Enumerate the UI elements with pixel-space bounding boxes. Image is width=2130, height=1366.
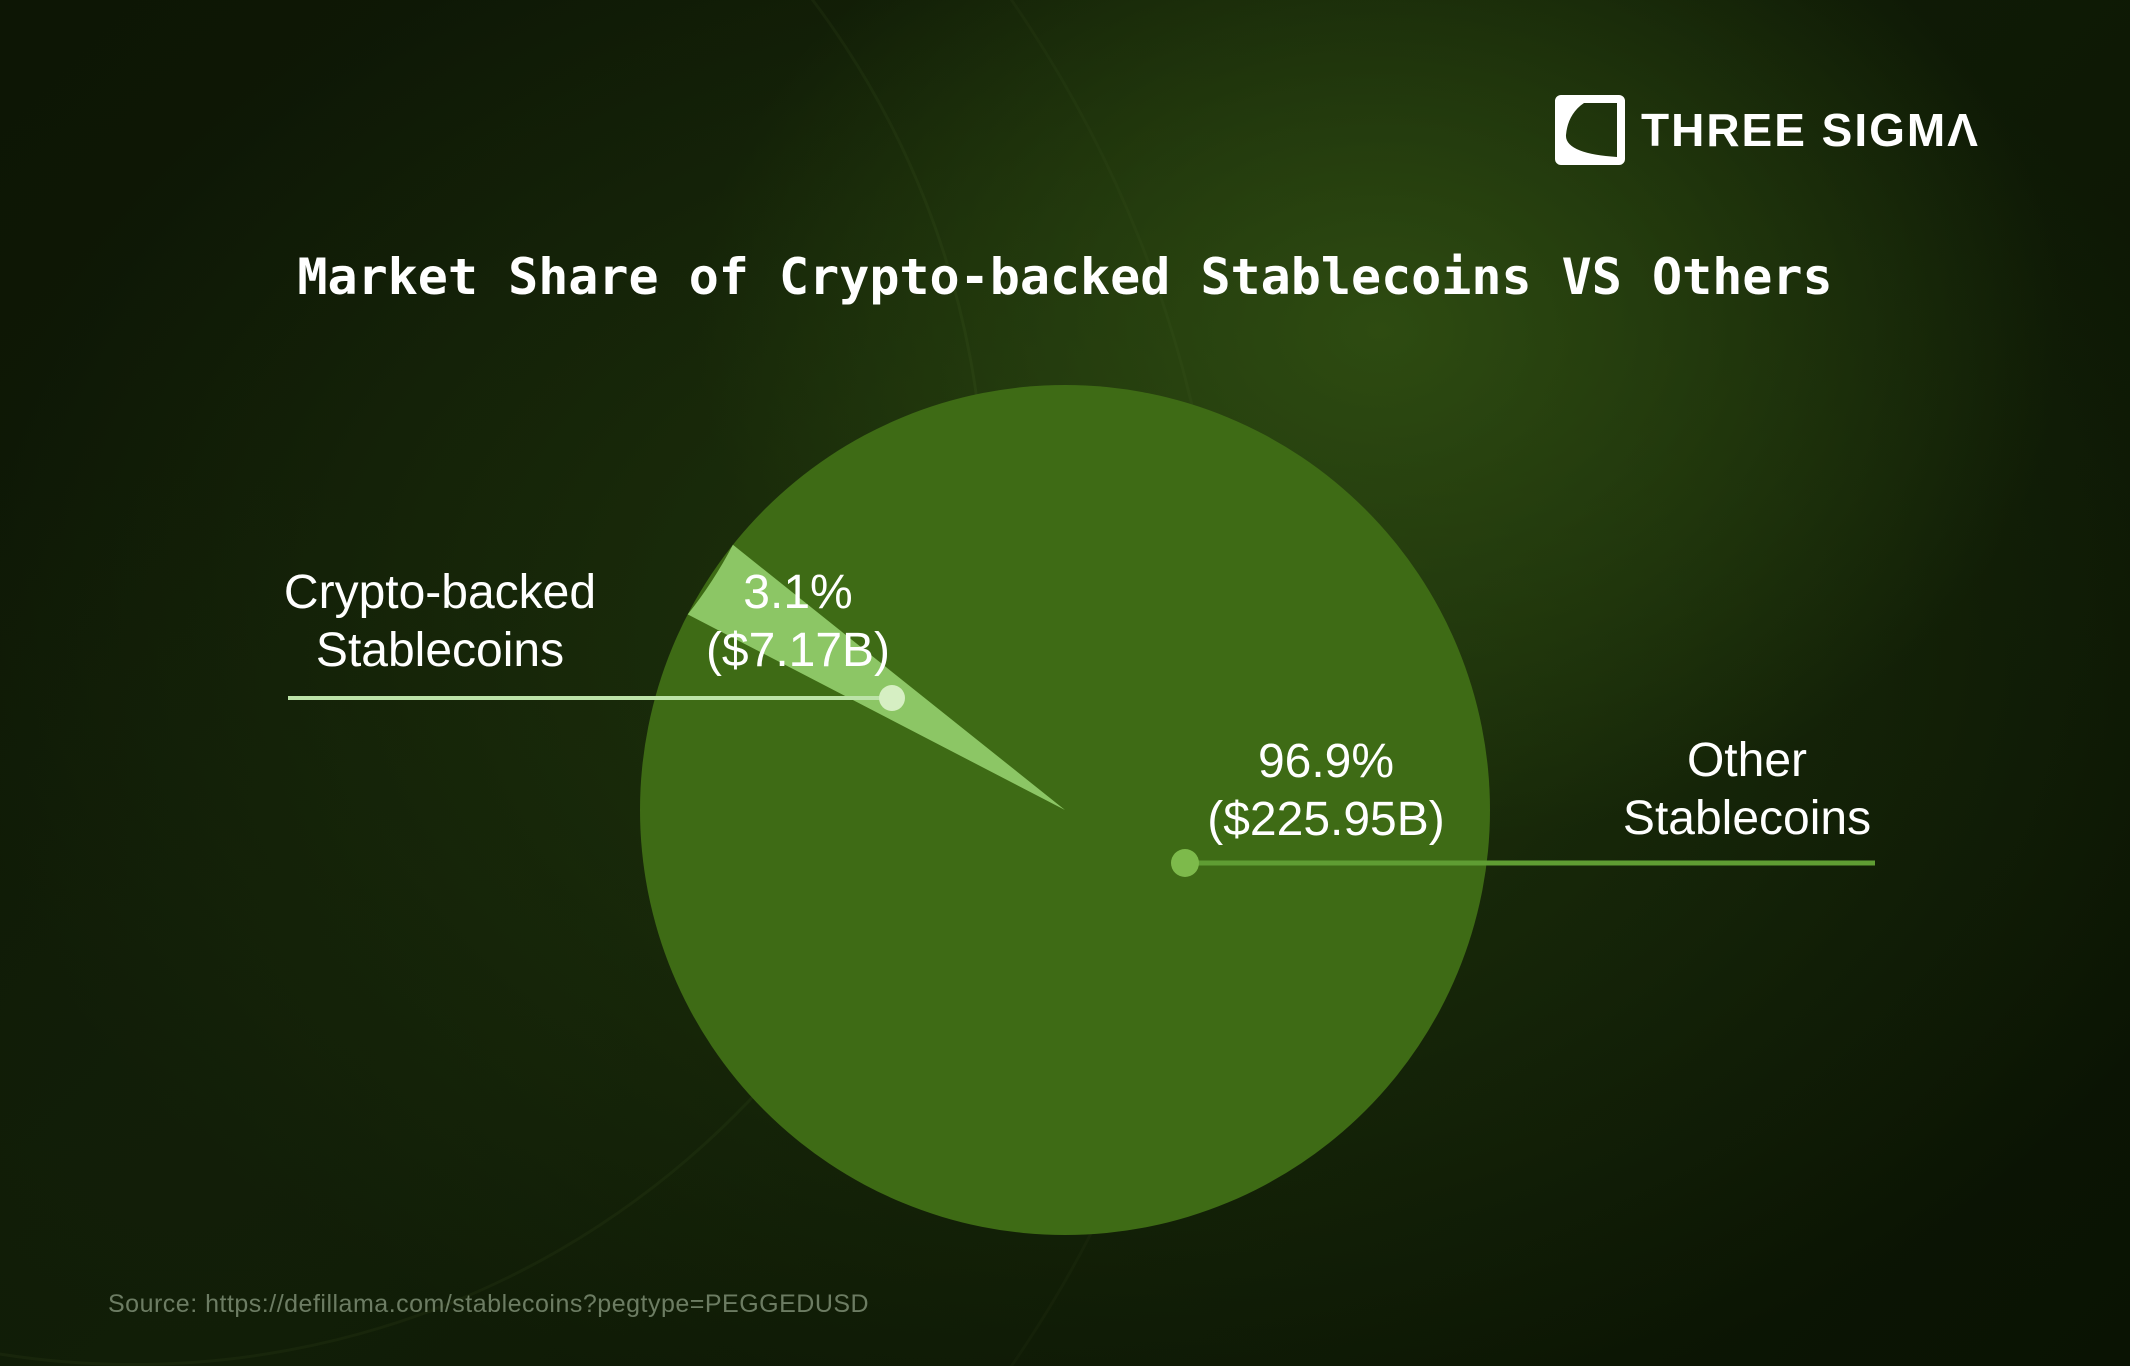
label-line: Stablecoins bbox=[315, 624, 565, 677]
callout-dot-other-stablecoins bbox=[1171, 849, 1199, 877]
label-other-stablecoins: Other Stablecoins bbox=[1597, 732, 1897, 848]
brand-name: THREE SIGMΛ bbox=[1641, 104, 1980, 156]
dollar-value: ($225.95B) bbox=[1207, 793, 1445, 846]
value-other-stablecoins: 96.9% ($225.95B) bbox=[1176, 733, 1476, 849]
source-attribution: Source: https://defillama.com/stablecoin… bbox=[108, 1290, 870, 1318]
percent-value: 96.9% bbox=[1257, 735, 1395, 788]
dollar-value: ($7.17B) bbox=[705, 624, 891, 677]
pie-slice-crypto-backed bbox=[687, 544, 1065, 810]
page-title: Market Share of Crypto-backed Stablecoin… bbox=[297, 248, 1833, 306]
value-crypto-backed: 3.1% ($7.17B) bbox=[648, 564, 948, 680]
callout-dot-crypto-backed bbox=[879, 685, 905, 711]
label-line: Crypto-backed bbox=[283, 566, 597, 619]
label-line: Other bbox=[1686, 734, 1808, 787]
label-crypto-backed-stablecoins: Crypto-backed Stablecoins bbox=[240, 564, 640, 680]
label-line: Stablecoins bbox=[1622, 792, 1872, 845]
brand-logo: THREE SIGMΛ bbox=[1555, 95, 1980, 165]
percent-value: 3.1% bbox=[743, 566, 853, 619]
three-sigma-logo-icon bbox=[1555, 95, 1625, 165]
